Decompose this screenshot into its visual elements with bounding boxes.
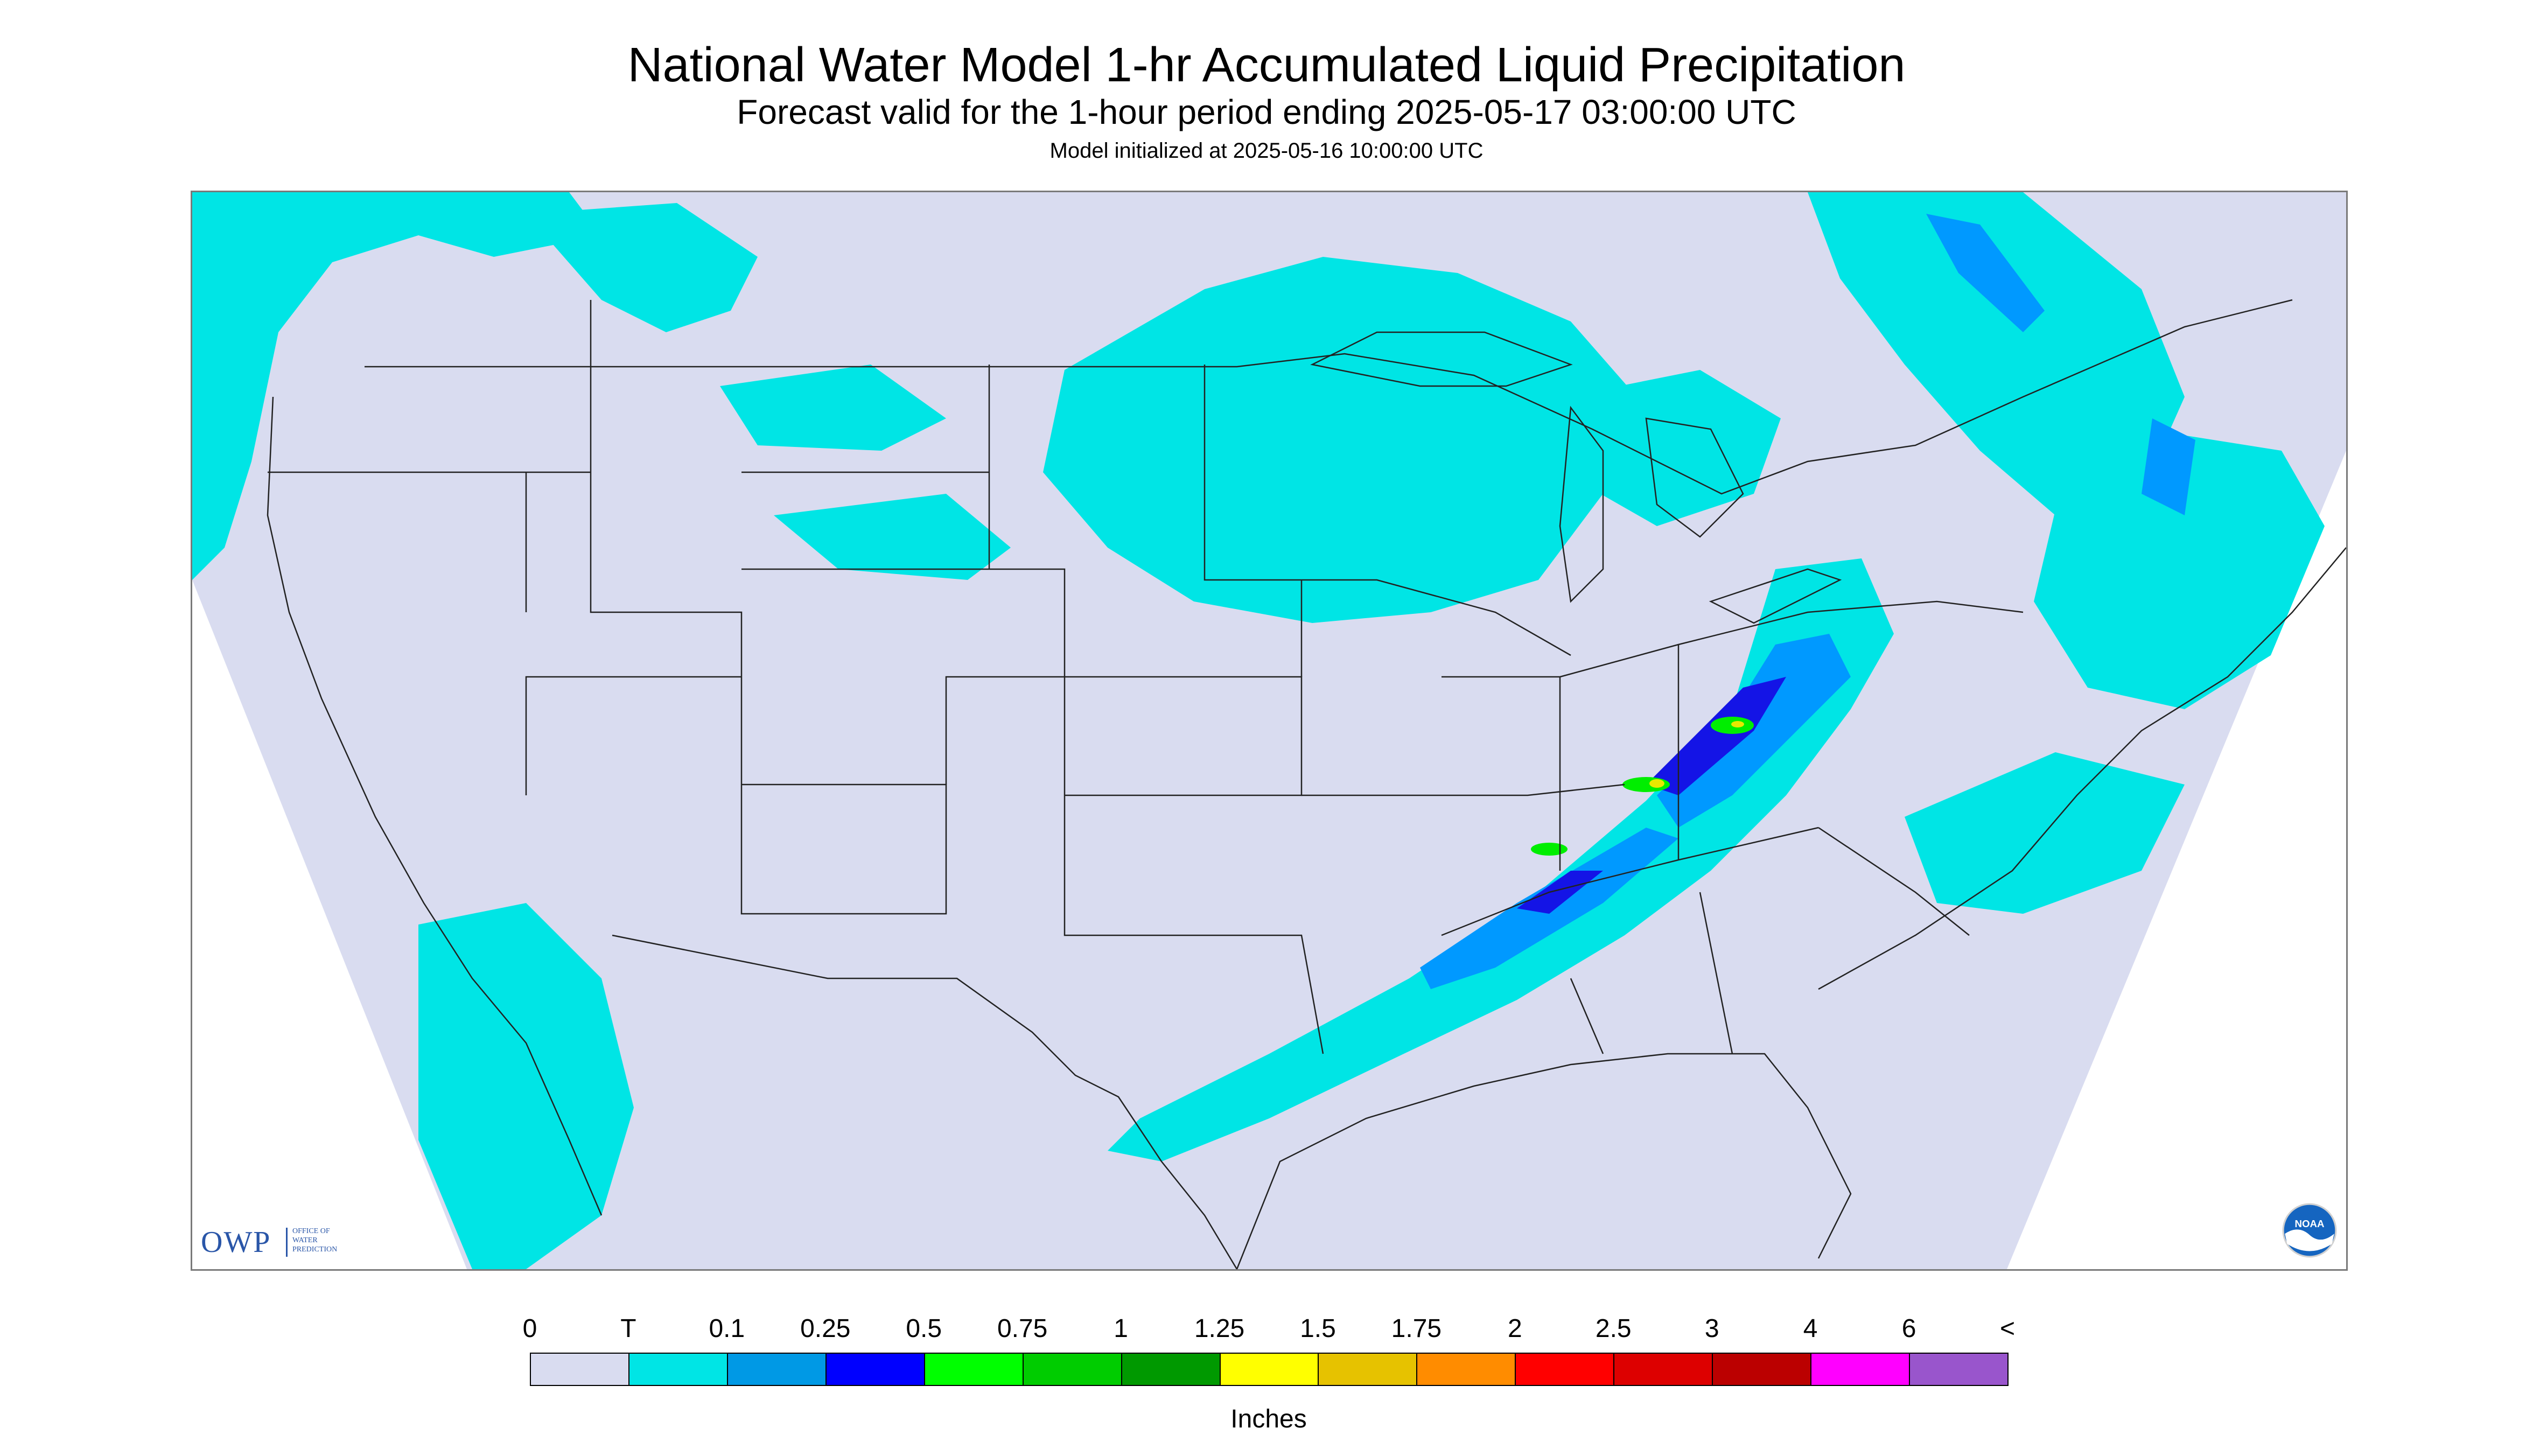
owp-subtitle: OFFICE OF WATER PREDICTION [292, 1227, 379, 1254]
legend-tick-label: < [1999, 1314, 2016, 1343]
legend-tick-label: 6 [1901, 1314, 1916, 1343]
legend-tick-label: 0.75 [997, 1314, 1048, 1343]
heavy-precip-cores [1517, 677, 1786, 914]
legend-swatch [825, 1353, 925, 1386]
state-lines-east [1559, 600, 2024, 1054]
green-cell-3 [1531, 843, 1568, 856]
legend-tick-label: 1.5 [1300, 1314, 1336, 1343]
model-init-line: Model initialized at 2025-05-16 10:00:00… [1049, 139, 1484, 163]
precip-montana [720, 365, 946, 451]
precip-northern-rockies [526, 203, 758, 332]
legend-swatch [1909, 1353, 2009, 1386]
yellow-cell-2 [1731, 721, 1744, 727]
legend-swatch [1318, 1353, 1418, 1386]
atlantic-coast [1818, 547, 2346, 990]
forecast-valid-line: Forecast valid for the 1-hour period end… [737, 93, 1796, 131]
owp-line: PREDICTION [292, 1245, 338, 1254]
legend-swatch [530, 1353, 629, 1386]
legend-tick-label: 1.75 [1391, 1314, 1442, 1343]
legend-swatch [1712, 1353, 1812, 1386]
precip-dakotas [774, 494, 1011, 580]
mexico-border [612, 934, 1238, 1269]
precip-great-lakes-swirl [1043, 257, 1646, 623]
state-lines-plains [741, 365, 1324, 1054]
legend-swatch [1022, 1353, 1122, 1386]
great-lakes [1310, 331, 1842, 624]
owp-separator [286, 1228, 288, 1257]
precip-ohio-valley-band [1108, 558, 1894, 1161]
legend-swatch [628, 1353, 728, 1386]
gulf-coast [1236, 1053, 1852, 1269]
legend-tick-label: 1.25 [1194, 1314, 1245, 1343]
legend-tick-label: 0 [522, 1314, 537, 1343]
legend-tick-label: T [620, 1314, 636, 1343]
intense-precip-cells [1531, 717, 1754, 856]
precip-new-england [2034, 418, 2325, 709]
heavy-core-kentucky [1517, 871, 1603, 914]
map-title: National Water Model 1-hr Accumulated Li… [627, 38, 1906, 92]
state-lines-west [268, 300, 947, 915]
noaa-logo: NOAA [2282, 1203, 2337, 1258]
legend-tick-label: 0.25 [800, 1314, 851, 1343]
owp-logo: OWP OFFICE OF WATER PREDICTION [201, 1223, 379, 1261]
precipitation-map: OWP OFFICE OF WATER PREDICTION NOAA [191, 191, 2348, 1271]
canada-border [365, 299, 2293, 495]
legend-swatch [923, 1353, 1024, 1386]
legend-swatch [1613, 1353, 1713, 1386]
legend-tick-label: 4 [1803, 1314, 1818, 1343]
core-canada-northeast [1926, 214, 2045, 332]
lake-michigan [1559, 405, 1604, 603]
noaa-mark: NOAA [2294, 1218, 2325, 1229]
lake-huron [1645, 417, 1744, 538]
legend-swatch [1121, 1353, 1221, 1386]
color-legend: 0 T 0.1 0.25 0.5 0.75 1 1.25 1.5 1.75 2 2.5 3 4 6 < Inc… [523, 1314, 2015, 1443]
heavy-core-ohio [1646, 677, 1786, 795]
legend-tick-label: 2 [1507, 1314, 1522, 1343]
political-boundaries [267, 299, 2346, 1269]
precip-pacific-northwest [192, 192, 601, 580]
pacific-coast [267, 396, 603, 1216]
legend-tick-label: 0.5 [906, 1314, 942, 1343]
legend-tick-label: 3 [1704, 1314, 1719, 1343]
legend-swatch [1219, 1353, 1319, 1386]
precip-upper-michigan [1565, 370, 1781, 526]
yellow-cell-1 [1649, 779, 1664, 788]
map-canvas [192, 192, 2346, 1269]
precip-southwest-coast [418, 903, 634, 1269]
core-new-england [2142, 418, 2195, 515]
legend-units: Inches [1230, 1405, 1307, 1433]
legend-tick-label: 2.5 [1595, 1314, 1632, 1343]
legend-swatch [1416, 1353, 1516, 1386]
owp-line: OFFICE OF [292, 1227, 330, 1235]
lake-superior [1310, 331, 1573, 387]
legend-tick-label: 1 [1114, 1314, 1128, 1343]
owp-line: WATER [292, 1236, 318, 1244]
legend-swatch [726, 1353, 827, 1386]
owp-mark: OWP [201, 1226, 271, 1259]
lake-erie [1709, 568, 1842, 624]
legend-swatch [1810, 1353, 1911, 1386]
legend-swatch [1515, 1353, 1615, 1386]
legend-tick-label: 0.1 [709, 1314, 745, 1343]
